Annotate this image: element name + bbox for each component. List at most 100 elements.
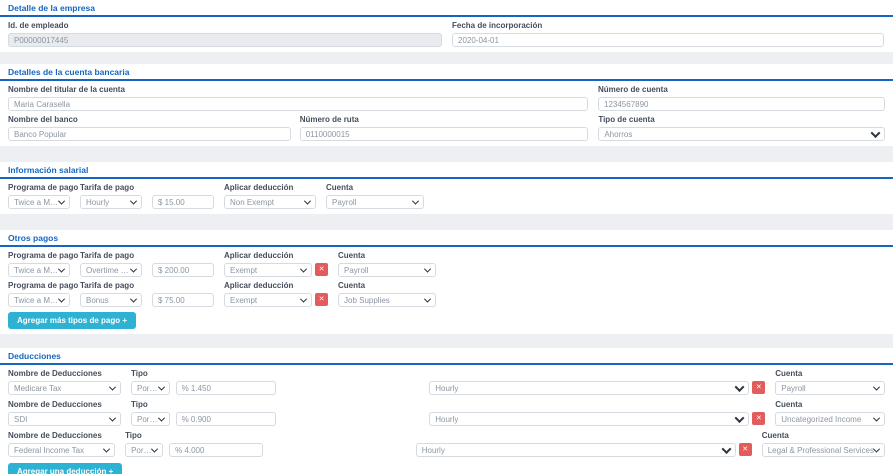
pay-amount-field[interactable] <box>152 195 214 209</box>
deduction-type-label: Tipo <box>130 369 148 378</box>
close-icon: ✕ <box>755 384 762 391</box>
deduction-type-select[interactable]: Porcentaje <box>125 443 164 457</box>
account-label: Cuenta <box>338 251 366 260</box>
close-icon: ✕ <box>318 266 325 273</box>
chevron-down-icon <box>129 265 138 273</box>
chevron-down-icon <box>57 265 66 273</box>
chevron-down-icon <box>129 197 138 205</box>
chevron-down-icon <box>423 265 432 273</box>
company-details-section: Detalle de la empresa Id. de empleado Fe… <box>0 0 893 52</box>
deduction-basis-select[interactable]: Hourly <box>415 443 736 457</box>
employee-id-field <box>8 33 442 47</box>
pay-schedule-label: Programa de pago <box>8 251 79 260</box>
routing-number-field[interactable] <box>299 127 589 141</box>
account-holder-label: Nombre del titular de la cuenta <box>8 85 125 94</box>
deduction-name-select[interactable]: SDI <box>8 412 121 426</box>
account-type-select[interactable]: Ahorros <box>598 127 885 141</box>
salary-info-section: Información salarial Programa de pago Tw… <box>0 162 893 214</box>
remove-deduction-button[interactable]: ✕ <box>752 412 766 425</box>
account-label: Cuenta <box>338 281 366 290</box>
pay-schedule-label: Programa de pago <box>8 281 79 290</box>
account-label: Cuenta <box>775 400 803 409</box>
employee-id-label: Id. de empleado <box>8 21 69 30</box>
pay-amount-field[interactable] <box>152 263 214 277</box>
incorporation-date-label: Fecha de incorporación <box>452 21 543 30</box>
chevron-down-icon <box>129 295 138 303</box>
pay-rate-label: Tarifa de pago <box>80 281 135 290</box>
pay-schedule-select[interactable]: Twice a Month <box>8 195 70 209</box>
deduction-percent-field[interactable] <box>175 412 277 426</box>
deduction-type-label: Tipo <box>125 431 142 440</box>
chevron-down-icon <box>872 414 881 422</box>
add-payment-type-button[interactable]: Agregar más tipos de pago + <box>8 312 137 329</box>
payment-account-select[interactable]: Payroll <box>338 263 436 277</box>
pay-rate-type-select[interactable]: Overtime Pay <box>80 263 142 277</box>
account-holder-field[interactable] <box>8 97 588 111</box>
bank-name-label: Nombre del banco <box>8 115 78 124</box>
pay-schedule-select[interactable]: Twice a Month <box>8 263 70 277</box>
chevron-down-icon <box>870 128 881 138</box>
deduction-account-select[interactable]: Payroll <box>775 381 885 395</box>
chevron-down-icon <box>57 295 66 303</box>
deduction-row: Nombre de Deducciones SDI Tipo Porcentaj… <box>0 396 893 426</box>
chevron-down-icon <box>157 383 165 391</box>
pay-rate-type-select[interactable]: Hourly <box>80 195 142 209</box>
pay-schedule-label: Programa de pago <box>8 183 79 192</box>
deduction-type-select[interactable]: Porcentaje <box>130 412 170 426</box>
deduction-account-select[interactable]: Legal & Professional Services <box>761 443 885 457</box>
apply-deduction-select[interactable]: Exempt <box>224 293 312 307</box>
chevron-down-icon <box>108 383 117 391</box>
remove-deduction-button[interactable]: ✕ <box>738 443 752 456</box>
remove-deduction-button[interactable]: ✕ <box>752 381 766 394</box>
account-number-label: Número de cuenta <box>598 85 668 94</box>
deduction-name-label: Nombre de Deducciones <box>8 400 102 409</box>
deduction-account-select[interactable]: Uncategorized Income <box>775 412 885 426</box>
apply-deduction-label: Aplicar deducción <box>224 251 294 260</box>
add-deduction-button[interactable]: Agregar una deducción + <box>8 463 123 474</box>
chevron-down-icon <box>734 382 745 392</box>
section-title-other-payments: Otros pagos <box>0 230 893 247</box>
deduction-name-select[interactable]: Medicare Tax <box>8 381 121 395</box>
account-label: Cuenta <box>775 369 803 378</box>
account-label: Cuenta <box>326 183 354 192</box>
close-icon: ✕ <box>755 415 762 422</box>
routing-number-label: Número de ruta <box>299 115 359 124</box>
account-number-field[interactable] <box>598 97 885 111</box>
other-payments-section: Otros pagos Programa de pago Twice a Mon… <box>0 230 893 334</box>
pay-amount-field[interactable] <box>152 293 214 307</box>
incorporation-date-field[interactable] <box>452 33 884 47</box>
remove-payment-button[interactable]: ✕ <box>315 263 328 276</box>
chevron-down-icon <box>57 197 66 205</box>
deduction-basis-select[interactable]: Hourly <box>429 381 750 395</box>
pay-rate-type-select[interactable]: Bonus <box>80 293 142 307</box>
close-icon: ✕ <box>318 296 325 303</box>
deduction-name-label: Nombre de Deducciones <box>8 431 102 440</box>
deduction-percent-field[interactable] <box>175 381 277 395</box>
account-label: Cuenta <box>761 431 789 440</box>
pay-rate-label: Tarifa de pago <box>80 251 135 260</box>
deduction-type-label: Tipo <box>130 400 148 409</box>
deduction-name-select[interactable]: Federal Income Tax <box>8 443 116 457</box>
bank-account-section: Detalles de la cuenta bancaria Nombre de… <box>0 64 893 146</box>
apply-deduction-select[interactable]: Exempt <box>224 263 312 277</box>
section-title-salary: Información salarial <box>0 162 893 179</box>
deduction-basis-select[interactable]: Hourly <box>429 412 750 426</box>
pay-schedule-select[interactable]: Twice a Month <box>8 293 70 307</box>
apply-deduction-label: Aplicar deducción <box>224 183 294 192</box>
chevron-down-icon <box>108 414 117 422</box>
deduction-name-label: Nombre de Deducciones <box>8 369 102 378</box>
payment-account-select[interactable]: Job Supplies <box>338 293 436 307</box>
remove-payment-button[interactable]: ✕ <box>315 293 328 306</box>
chevron-down-icon <box>411 197 420 205</box>
apply-deduction-label: Aplicar deducción <box>224 281 294 290</box>
chevron-down-icon <box>872 445 881 453</box>
bank-name-field[interactable] <box>8 127 291 141</box>
salary-account-select[interactable]: Payroll <box>326 195 424 209</box>
deduction-percent-field[interactable] <box>169 443 263 457</box>
chevron-down-icon <box>151 445 159 453</box>
deductions-section: Deducciones Nombre de Deducciones Medica… <box>0 348 893 474</box>
apply-deduction-select[interactable]: Non Exempt <box>224 195 316 209</box>
section-title-company: Detalle de la empresa <box>0 0 893 17</box>
deduction-type-select[interactable]: Porcentaje <box>130 381 170 395</box>
chevron-down-icon <box>872 383 881 391</box>
